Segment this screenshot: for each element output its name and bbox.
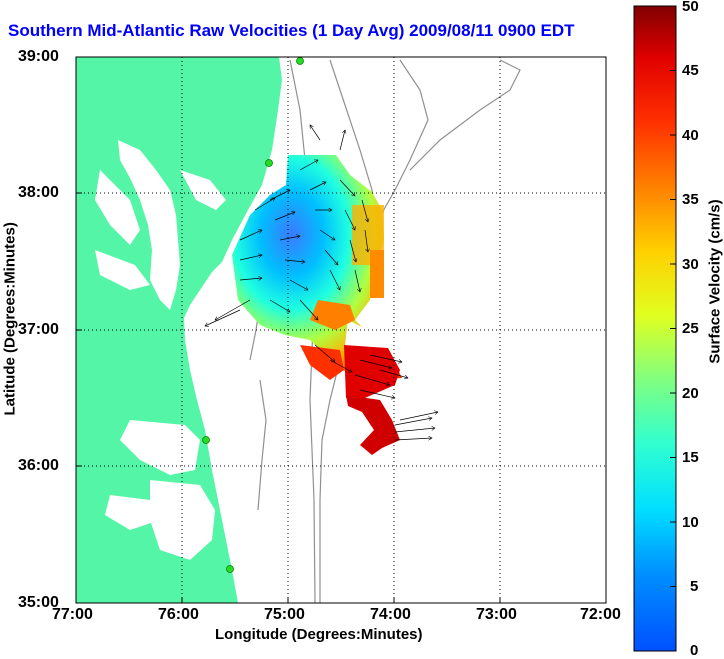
colorbar-tick-label: 35 (682, 191, 699, 208)
velocity-vectors (205, 125, 438, 441)
x-tick-label: 77:00 (52, 606, 93, 623)
map-area (76, 57, 606, 603)
colorbar-tick-label: 15 (682, 449, 699, 466)
colorbar (633, 5, 677, 652)
map-title: Southern Mid-Atlantic Raw Velocities (1 … (8, 21, 575, 40)
colorbar-tick-label: 20 (682, 385, 699, 402)
x-tick-label: 76:00 (158, 606, 199, 623)
colorbar-tick-label: 5 (690, 578, 699, 595)
map-grid (76, 57, 606, 603)
chesapeake-bay (118, 140, 180, 310)
land-region (76, 57, 282, 603)
colorbar-tick-label: 10 (682, 514, 699, 531)
pamlico-sound (120, 420, 200, 475)
y-tick-label: 39:00 (18, 48, 59, 65)
colorbar-tick-label: 50 (682, 0, 699, 15)
x-tick-label: 74:00 (370, 606, 411, 623)
colorbar-tick-label: 30 (682, 256, 699, 273)
y-tick-label: 37:00 (18, 321, 59, 338)
colorbar-tick-label: 40 (682, 127, 699, 144)
colorbar-tick-label: 45 (682, 62, 699, 79)
colorbar-tick-label: 25 (682, 320, 699, 337)
x-tick-label: 73:00 (476, 606, 517, 623)
radar-sites (202, 57, 304, 573)
colorbar-ticks (670, 70, 676, 587)
colorbar-label: Surface Velocity (cm/s) (706, 199, 724, 364)
y-tick-label: 35:00 (18, 594, 59, 611)
y-tick-label: 38:00 (18, 184, 59, 201)
y-tick-label: 36:00 (18, 457, 59, 474)
x-tick-label: 72:00 (580, 606, 621, 623)
axis-ticks (76, 192, 501, 603)
x-axis-label: Longitude (Degrees:Minutes) (215, 626, 423, 643)
y-axis-label: Latitude (Degrees:Minutes) (1, 222, 19, 416)
x-tick-label: 75:00 (264, 606, 305, 623)
colorbar-tick-label: 0 (690, 642, 699, 659)
